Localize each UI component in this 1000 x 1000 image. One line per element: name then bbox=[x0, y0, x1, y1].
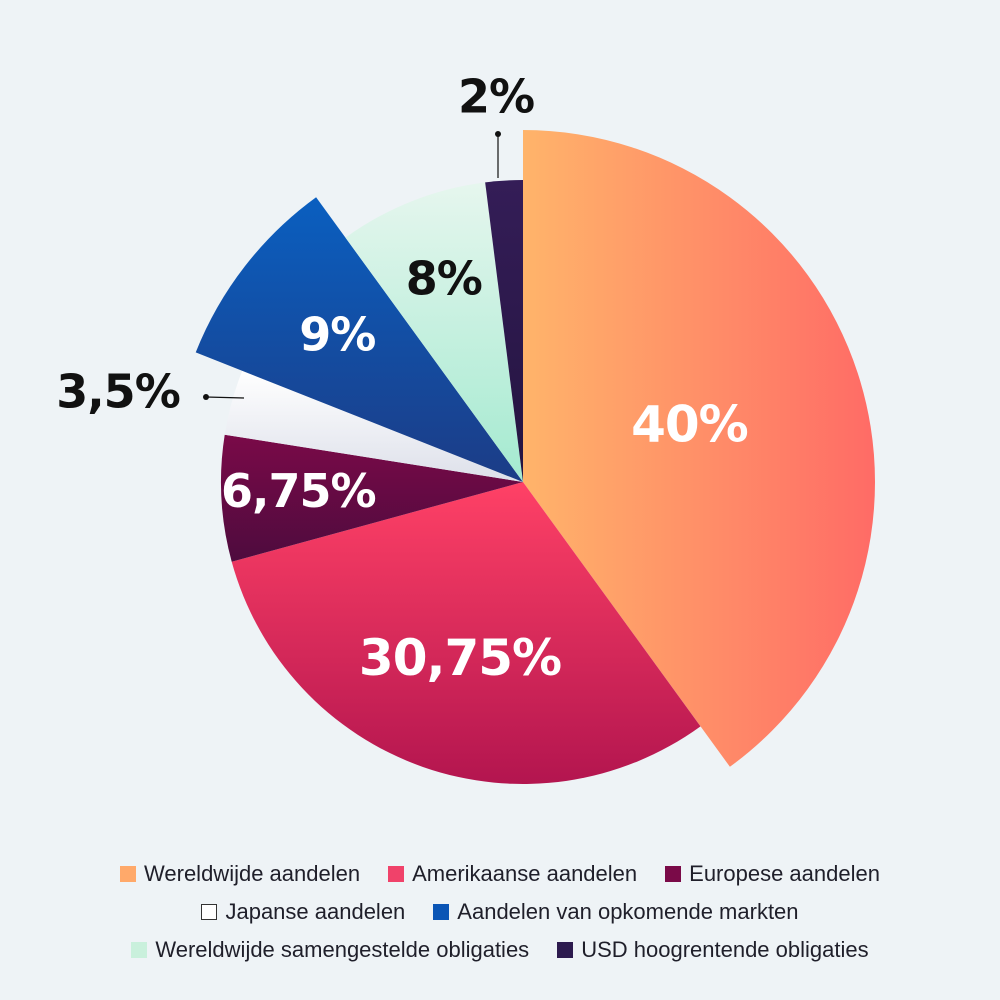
pie-slice-wereldwijde-aandelen bbox=[523, 130, 875, 767]
pie-chart-svg: 40% 30,75% 6,75% 3,5% 9% 8% 2% bbox=[56, 70, 875, 784]
legend-label: Amerikaanse aandelen bbox=[412, 861, 638, 886]
legend-row: Wereldwijde aandelen Amerikaanse aandelen… bbox=[0, 855, 1000, 893]
labels-layer: 40% 30,75% 6,75% 3,5% 9% 8% 2% bbox=[56, 70, 749, 687]
legend-item-wereldwijde-samengestelde-obligaties: Wereldwijde samengestelde obligaties bbox=[131, 937, 529, 963]
legend-row: Japanse aandelen Aandelen van opkomende m… bbox=[0, 893, 1000, 931]
leader-dot-japanse-aandelen bbox=[203, 394, 209, 400]
pie-chart: 40% 30,75% 6,75% 3,5% 9% 8% 2% bbox=[56, 70, 875, 784]
legend-row: Wereldwijde samengestelde obligaties USD … bbox=[0, 931, 1000, 969]
pie-slice-wereldwijde-samengestelde-obligaties bbox=[345, 182, 523, 483]
data-label-amerikaanse-aandelen: 30,75% bbox=[359, 629, 561, 687]
data-label-wereldwijde-aandelen: 40% bbox=[631, 395, 748, 453]
data-label-japanse-aandelen: 3,5% bbox=[56, 365, 180, 419]
legend-label: USD hoogrentende obligaties bbox=[581, 937, 869, 962]
pie-slice-amerikaanse-aandelen bbox=[231, 482, 701, 784]
leader-line-japanse-aandelen bbox=[205, 396, 245, 399]
data-label-usd-hoogrentende-obligaties: 2% bbox=[458, 70, 534, 124]
legend-item-usd-hoogrentende-obligaties: USD hoogrentende obligaties bbox=[557, 937, 869, 963]
legend-swatch bbox=[557, 942, 574, 958]
pie-slice-europese-aandelen bbox=[221, 434, 523, 562]
legend-label: Wereldwijde aandelen bbox=[144, 861, 361, 886]
legend-label: Aandelen van opkomende markten bbox=[457, 899, 799, 924]
legend-swatch bbox=[388, 866, 405, 882]
legend-swatch bbox=[131, 942, 148, 958]
pie-slice-aandelen-van-opkomende-markten bbox=[195, 197, 523, 482]
pie-slice-japanse-aandelen bbox=[224, 370, 523, 482]
legend-item-amerikaanse-aandelen: Amerikaanse aandelen bbox=[388, 861, 637, 887]
legend-label: Europese aandelen bbox=[689, 861, 880, 886]
leader-dot-usd-hoogrentende-obligaties bbox=[495, 131, 501, 137]
legend-item-europese-aandelen: Europese aandelen bbox=[665, 861, 880, 887]
slices-layer bbox=[195, 130, 875, 784]
chart-legend: Wereldwijde aandelen Amerikaanse aandelen… bbox=[0, 855, 1000, 969]
legend-item-japanse-aandelen: Japanse aandelen bbox=[201, 899, 405, 925]
data-label-europese-aandelen: 6,75% bbox=[221, 464, 376, 518]
legend-label: Japanse aandelen bbox=[225, 899, 406, 924]
legend-label: Wereldwijde samengestelde obligaties bbox=[155, 937, 530, 962]
legend-swatch bbox=[120, 866, 137, 882]
data-label-wereldwijde-samengestelde-obligaties: 8% bbox=[406, 252, 482, 306]
legend-item-wereldwijde-aandelen: Wereldwijde aandelen bbox=[120, 861, 360, 887]
data-label-aandelen-van-opkomende-markten: 9% bbox=[299, 307, 375, 361]
legend-item-aandelen-van-opkomende-markten: Aandelen van opkomende markten bbox=[433, 899, 799, 925]
legend-swatch bbox=[433, 904, 450, 920]
pie-slice-usd-hoogrentende-obligaties bbox=[485, 180, 523, 482]
legend-swatch bbox=[665, 866, 682, 882]
legend-swatch bbox=[201, 904, 218, 920]
